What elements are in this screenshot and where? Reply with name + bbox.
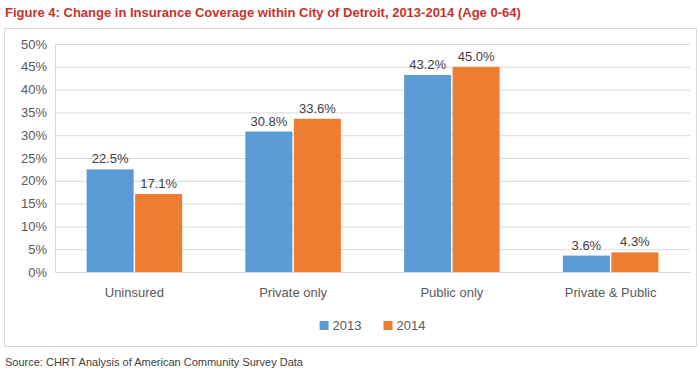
y-tick-label: 30%	[21, 128, 47, 143]
data-label: 43.2%	[409, 57, 446, 72]
y-tick: 35%	[21, 105, 690, 120]
bars	[87, 67, 659, 272]
x-axis: Uninsured Private only Public only Private …	[56, 273, 691, 301]
y-tick-label: 15%	[21, 196, 47, 211]
data-label: 4.3%	[620, 234, 650, 249]
y-tick-label: 40%	[21, 82, 47, 97]
chart-frame	[5, 29, 697, 347]
legend: 2013 2014	[320, 318, 426, 333]
y-tick-label: 45%	[21, 59, 47, 74]
grid-line	[55, 112, 690, 113]
grid-line	[55, 67, 690, 68]
grid-line	[55, 135, 690, 136]
plot: 0% 5% 10% 15% 20% 25% 30% 35% 40% 45% 50% Uninsured…	[21, 37, 691, 301]
grid-line	[55, 272, 690, 273]
bar	[611, 252, 658, 272]
y-tick-label: 10%	[21, 219, 47, 234]
y-tick-label: 5%	[28, 242, 47, 257]
y-tick-label: 20%	[21, 173, 47, 188]
y-tick-label: 35%	[21, 105, 47, 120]
y-tick: 30%	[21, 128, 690, 143]
x-axis-line	[56, 272, 691, 273]
y-tick: 50%	[21, 37, 690, 52]
legend-swatch	[320, 321, 329, 330]
y-tick-label: 50%	[21, 37, 47, 52]
x-tick-label: Uninsured	[105, 285, 164, 300]
legend-swatch	[384, 321, 393, 330]
bar	[294, 119, 341, 272]
data-label: 22.5%	[92, 151, 129, 166]
data-label: 30.8%	[250, 114, 287, 129]
y-tick-label: 25%	[21, 151, 47, 166]
x-tick: Private only	[259, 285, 327, 300]
source-note: Source: CHRT Analysis of American Commun…	[5, 356, 304, 368]
y-tick: 40%	[21, 82, 690, 97]
title: Figure 4: Change in Insurance Coverage w…	[5, 5, 521, 20]
legend-item: 2014	[384, 318, 426, 333]
bar	[563, 256, 610, 272]
y-axis-line	[56, 45, 691, 273]
data-label: 33.6%	[299, 101, 336, 116]
data-label: 3.6%	[572, 238, 602, 253]
x-tick-label: Private only	[259, 285, 327, 300]
data-label: 17.1%	[140, 176, 177, 191]
grid-line	[55, 44, 690, 45]
x-tick-label: Private & Public	[565, 285, 657, 300]
bar	[245, 132, 292, 272]
grid-line	[55, 158, 690, 159]
legend-label: 2013	[333, 318, 362, 333]
bar	[87, 169, 134, 272]
legend-item: 2013	[320, 318, 362, 333]
chart: Figure 4: Change in Insurance Coverage w…	[0, 0, 700, 372]
bar	[453, 67, 500, 272]
y-tick-label: 0%	[28, 265, 47, 280]
x-tick: Uninsured	[105, 285, 164, 300]
y-axis: 0% 5% 10% 15% 20% 25% 30% 35% 40% 45% 50%	[21, 37, 690, 280]
y-tick: 25%	[21, 151, 690, 166]
y-tick: 45%	[21, 59, 690, 74]
data-label: 45.0%	[458, 49, 495, 64]
bar	[404, 75, 451, 272]
x-tick-label: Public only	[420, 285, 483, 300]
x-tick: Public only	[420, 285, 483, 300]
x-tick: Private & Public	[565, 285, 657, 300]
grid-line	[55, 90, 690, 91]
legend-label: 2014	[397, 318, 426, 333]
bar	[135, 194, 182, 272]
data-labels: 22.5% 30.8% 43.2% 3.6% 17.1% 33.6% 45.0% 4.3%	[92, 49, 650, 253]
